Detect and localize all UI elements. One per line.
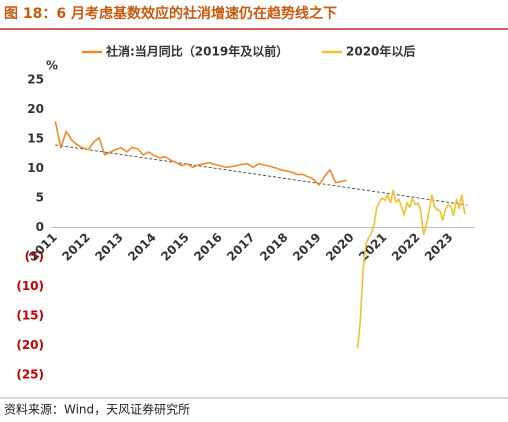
series-line (54, 121, 347, 186)
y-tick-label: 0 (36, 220, 44, 234)
y-tick-label: 5 (36, 191, 44, 205)
x-tick-label: 2014 (125, 230, 159, 264)
source-note: 资料来源：Wind，天风证券研究所 (4, 402, 190, 417)
y-tick-label: (10) (16, 279, 44, 293)
y-tick-label: (25) (16, 368, 44, 382)
y-unit: % (46, 59, 58, 73)
x-tick-label: 2019 (290, 230, 324, 264)
x-tick-label: 2023 (422, 230, 456, 264)
x-tick-label: 2020 (323, 230, 357, 264)
x-tick-label: 2021 (356, 230, 390, 264)
y-tick-label: (15) (16, 309, 44, 323)
legend-label: 2020年以后 (346, 44, 415, 59)
series-line (356, 189, 466, 349)
y-tick-label: 20 (27, 102, 44, 116)
x-tick-label: 2013 (92, 230, 126, 264)
trend-line (55, 144, 468, 206)
chart-title: 图 18：6 月考虑基数效应的社消增速仍在趋势线之下 (4, 5, 337, 22)
y-tick-label: 10 (27, 161, 44, 175)
x-tick-label: 2015 (158, 230, 192, 264)
y-tick-label: 15 (27, 132, 44, 146)
x-tick-label: 2018 (257, 230, 291, 264)
x-tick-label: 2016 (191, 230, 225, 264)
legend-label: 社消:当月同比（2019年及以前） (105, 44, 288, 59)
x-tick-label: 2022 (389, 230, 423, 264)
y-tick-label: (5) (25, 250, 44, 264)
y-tick-label: (20) (16, 338, 44, 352)
x-tick-label: 2012 (59, 230, 93, 264)
y-tick-label: 25 (27, 73, 44, 87)
x-tick-label: 2017 (224, 230, 258, 264)
